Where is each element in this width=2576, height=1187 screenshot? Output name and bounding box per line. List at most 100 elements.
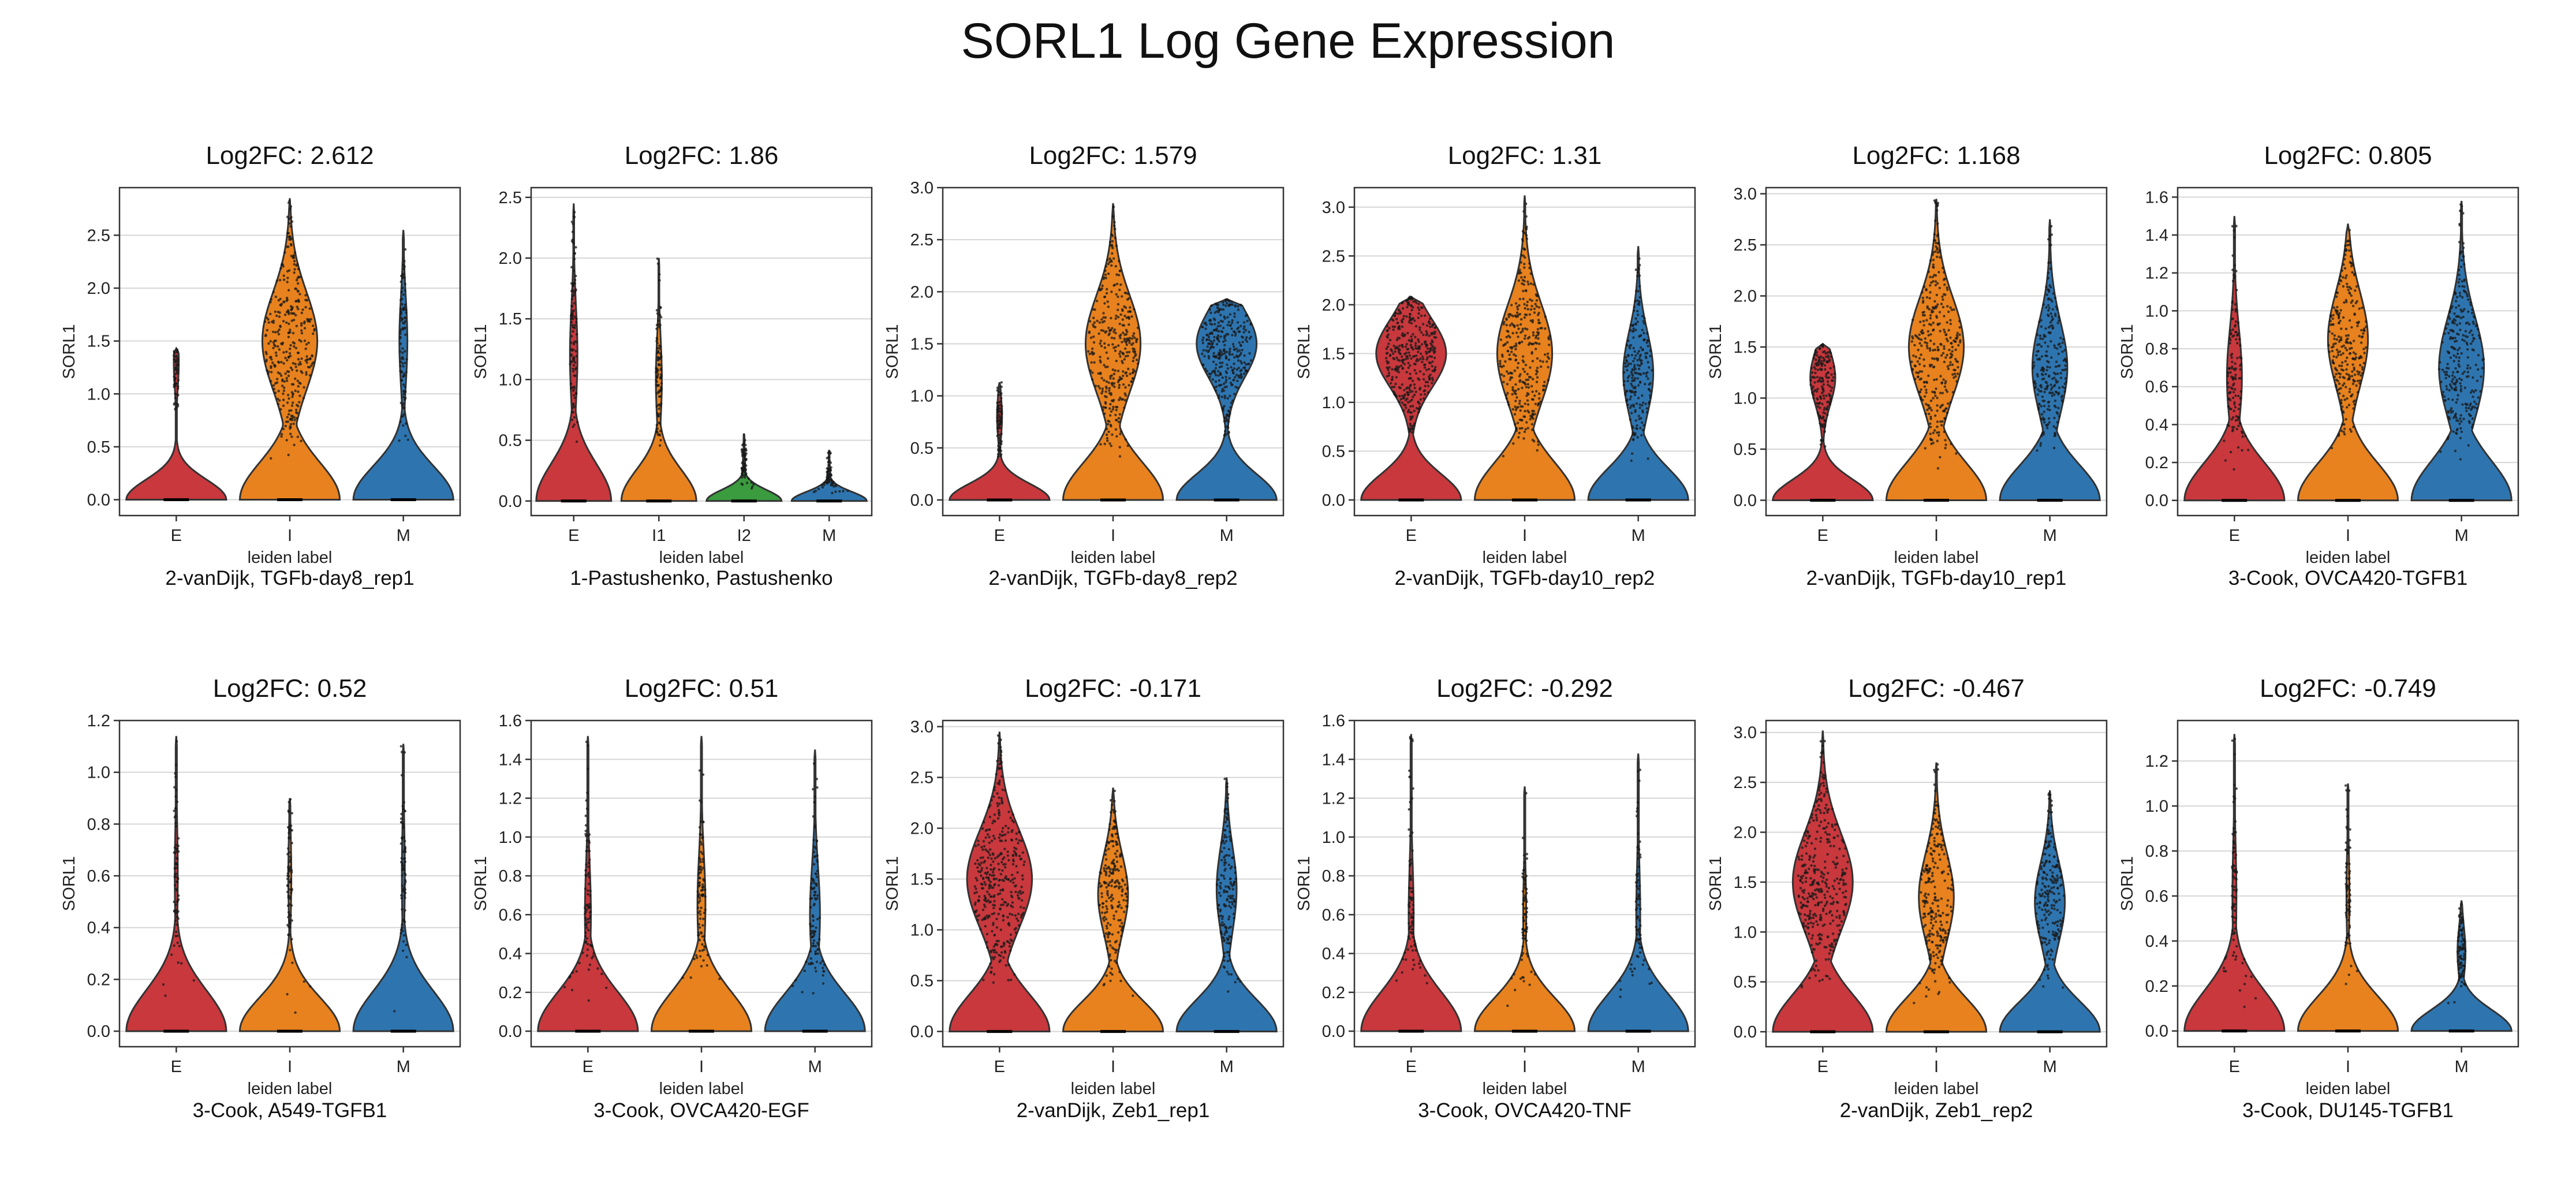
data-point [297,385,300,388]
data-point [1816,380,1819,383]
y-tick-label: 1.0 [499,371,522,389]
data-point [1000,432,1003,435]
data-point [1431,339,1433,342]
data-point [2343,301,2346,304]
data-point [1622,383,1625,387]
data-point [1647,457,1649,460]
data-point [2064,377,2067,380]
data-point [1121,324,1124,327]
data-point [2336,348,2339,352]
data-point [1005,964,1007,967]
data-point [1237,305,1240,308]
data-point [2468,421,2471,424]
data-point [2061,341,2064,344]
data-point [2239,390,2242,393]
data-point [175,406,178,409]
data-point [1229,406,1232,409]
data-point [288,827,290,830]
data-point [1015,838,1018,841]
data-point [1957,344,1960,347]
data-point [2461,204,2463,208]
data-point [1112,377,1115,380]
data-point [1524,383,1527,386]
data-point [1500,373,1503,376]
data-point [563,986,566,988]
data-point [2338,382,2341,385]
data-point [1129,306,1132,309]
data-point [1936,233,1939,236]
data-point [1125,343,1129,346]
data-point [570,221,573,223]
data-point [658,434,662,437]
data-point [294,313,297,317]
data-point [1108,257,1111,260]
data-point [2053,416,2056,420]
data-point [404,306,406,309]
data-point [1641,428,1644,432]
data-point [1629,329,1632,332]
data-point [1517,327,1520,330]
data-point [282,300,285,303]
data-point [300,439,303,442]
data-point [1533,413,1536,416]
data-point [1119,337,1122,339]
data-point [655,423,659,427]
data-point [2469,367,2472,369]
data-point [2330,446,2334,450]
data-point [1098,387,1102,390]
data-point [2343,382,2346,385]
data-point [285,439,288,442]
data-point [2237,332,2240,335]
data-point [282,398,285,401]
data-point [1221,361,1224,364]
data-point [1522,437,1525,440]
data-point [657,359,660,361]
data-point [296,369,298,372]
data-point [1933,233,1936,236]
data-point [815,926,817,930]
data-point [1829,400,1832,402]
data-point [278,315,281,318]
data-point [2044,354,2047,357]
data-point [1121,318,1125,321]
data-point [1215,374,1218,377]
data-point [1218,353,1221,357]
data-point [1214,367,1218,369]
data-point [1527,283,1530,286]
data-point [404,282,406,286]
data-point [286,309,290,312]
data-point [1222,409,1225,412]
data-point [2459,329,2462,331]
data-point [1402,315,1405,318]
data-point [1403,396,1406,400]
data-point [2048,244,2051,247]
data-point [402,393,405,395]
data-point [1132,332,1136,335]
data-point [1406,331,1409,335]
data-point [2047,304,2050,307]
y-axis-label: SORL1 [1295,324,1313,379]
data-point [846,489,849,492]
data-point [1816,405,1819,408]
y-axis-label: SORL1 [2118,324,2137,379]
data-point [1947,367,1950,371]
data-point [2474,363,2478,367]
violin-m [2410,200,2512,502]
data-point [300,370,303,373]
data-point [2365,325,2368,329]
data-point [1215,329,1219,332]
data-point [174,359,178,361]
data-point [266,329,268,332]
data-point [1914,378,1917,380]
data-point [2342,344,2345,347]
data-point [1933,378,1936,382]
data-point [2458,224,2461,227]
data-point [405,371,408,374]
data-point [2361,307,2364,309]
data-point [1935,387,1937,390]
data-point [1224,375,1227,379]
data-point [699,799,701,802]
data-point [274,339,277,342]
data-point [2047,271,2049,274]
